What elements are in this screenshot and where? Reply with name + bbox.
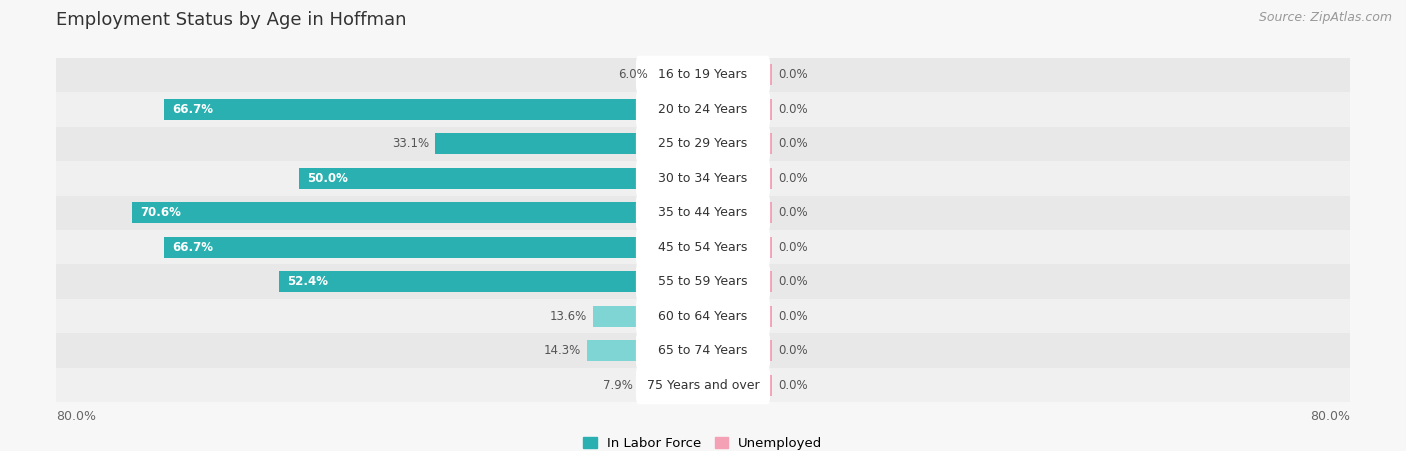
FancyBboxPatch shape: [636, 331, 770, 370]
Bar: [703, 306, 772, 327]
Bar: [163, 99, 703, 120]
Bar: [436, 133, 703, 154]
Bar: [703, 168, 772, 189]
Bar: [163, 237, 703, 258]
Text: 7.9%: 7.9%: [603, 379, 633, 392]
Text: 0.0%: 0.0%: [778, 103, 808, 116]
Bar: [56, 264, 1350, 299]
FancyBboxPatch shape: [636, 159, 770, 198]
FancyBboxPatch shape: [636, 193, 770, 232]
Text: 65 to 74 Years: 65 to 74 Years: [658, 344, 748, 357]
Text: 14.3%: 14.3%: [544, 344, 581, 357]
Bar: [56, 299, 1350, 333]
Bar: [56, 58, 1350, 92]
Text: 25 to 29 Years: 25 to 29 Years: [658, 137, 748, 150]
Text: 0.0%: 0.0%: [778, 137, 808, 150]
Text: 55 to 59 Years: 55 to 59 Years: [658, 275, 748, 288]
Text: 0.0%: 0.0%: [778, 379, 808, 392]
Text: Source: ZipAtlas.com: Source: ZipAtlas.com: [1258, 11, 1392, 24]
Text: 60 to 64 Years: 60 to 64 Years: [658, 310, 748, 323]
Text: 0.0%: 0.0%: [778, 68, 808, 81]
Text: 20 to 24 Years: 20 to 24 Years: [658, 103, 748, 116]
Bar: [56, 230, 1350, 264]
Text: 0.0%: 0.0%: [778, 275, 808, 288]
Bar: [655, 64, 703, 85]
Text: 0.0%: 0.0%: [778, 241, 808, 254]
Bar: [640, 375, 703, 396]
Bar: [56, 127, 1350, 161]
Text: 66.7%: 66.7%: [172, 103, 212, 116]
Text: 70.6%: 70.6%: [141, 206, 181, 219]
Text: 45 to 54 Years: 45 to 54 Years: [658, 241, 748, 254]
Text: 6.0%: 6.0%: [619, 68, 648, 81]
Legend: In Labor Force, Unemployed: In Labor Force, Unemployed: [578, 432, 828, 451]
Text: 0.0%: 0.0%: [778, 206, 808, 219]
Bar: [132, 202, 703, 223]
Bar: [588, 341, 703, 361]
Text: 33.1%: 33.1%: [392, 137, 429, 150]
Text: 13.6%: 13.6%: [550, 310, 586, 323]
Text: 80.0%: 80.0%: [1310, 410, 1350, 423]
Bar: [703, 202, 772, 223]
Bar: [56, 92, 1350, 127]
FancyBboxPatch shape: [636, 262, 770, 301]
Text: 0.0%: 0.0%: [778, 172, 808, 185]
Bar: [56, 196, 1350, 230]
Text: 30 to 34 Years: 30 to 34 Years: [658, 172, 748, 185]
Bar: [299, 168, 703, 189]
Text: 35 to 44 Years: 35 to 44 Years: [658, 206, 748, 219]
Bar: [593, 306, 703, 327]
Bar: [703, 64, 772, 85]
Bar: [280, 272, 703, 292]
Bar: [56, 161, 1350, 196]
Text: 0.0%: 0.0%: [778, 344, 808, 357]
Text: 0.0%: 0.0%: [778, 310, 808, 323]
Bar: [703, 237, 772, 258]
FancyBboxPatch shape: [636, 124, 770, 163]
FancyBboxPatch shape: [636, 90, 770, 129]
Bar: [56, 333, 1350, 368]
Text: 66.7%: 66.7%: [172, 241, 212, 254]
Text: 16 to 19 Years: 16 to 19 Years: [658, 68, 748, 81]
FancyBboxPatch shape: [636, 55, 770, 94]
FancyBboxPatch shape: [636, 297, 770, 336]
FancyBboxPatch shape: [636, 366, 770, 405]
Text: 80.0%: 80.0%: [56, 410, 96, 423]
Bar: [703, 272, 772, 292]
Text: 75 Years and over: 75 Years and over: [647, 379, 759, 392]
Text: 50.0%: 50.0%: [307, 172, 347, 185]
Bar: [703, 133, 772, 154]
Bar: [703, 99, 772, 120]
Text: Employment Status by Age in Hoffman: Employment Status by Age in Hoffman: [56, 11, 406, 29]
FancyBboxPatch shape: [636, 228, 770, 267]
Text: 52.4%: 52.4%: [287, 275, 329, 288]
Bar: [56, 368, 1350, 402]
Bar: [703, 341, 772, 361]
Bar: [703, 375, 772, 396]
